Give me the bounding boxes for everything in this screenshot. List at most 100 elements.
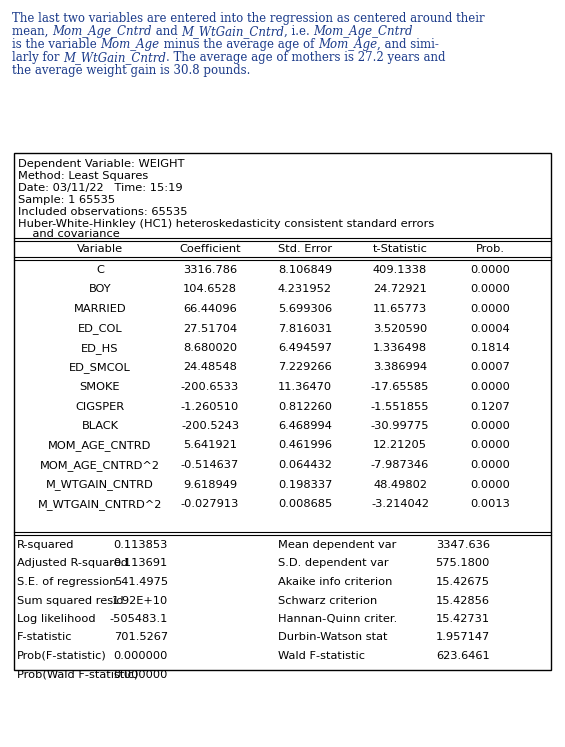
Text: -1.551855: -1.551855 <box>371 401 429 412</box>
Text: 15.42731: 15.42731 <box>436 614 490 624</box>
Text: the average weight gain is 30.8 pounds.: the average weight gain is 30.8 pounds. <box>12 64 250 77</box>
Text: 5.641921: 5.641921 <box>183 441 237 450</box>
Text: -0.514637: -0.514637 <box>181 460 239 470</box>
Text: Prob.: Prob. <box>476 244 505 254</box>
Text: 8.680020: 8.680020 <box>183 343 237 353</box>
Text: and covariance: and covariance <box>18 229 120 239</box>
Text: F-statistic: F-statistic <box>17 633 72 642</box>
Text: Hannan-Quinn criter.: Hannan-Quinn criter. <box>278 614 397 624</box>
Text: C: C <box>96 265 104 275</box>
Text: mean,: mean, <box>12 25 52 38</box>
Text: 24.72921: 24.72921 <box>373 285 427 294</box>
Text: Mom_Age_Cntrd: Mom_Age_Cntrd <box>52 25 151 38</box>
Text: Wald F-statistic: Wald F-statistic <box>278 651 365 661</box>
Text: 0.1207: 0.1207 <box>470 401 510 412</box>
Text: 0.461996: 0.461996 <box>278 441 332 450</box>
Text: Huber-White-Hinkley (HC1) heteroskedasticity consistent standard errors: Huber-White-Hinkley (HC1) heteroskedasti… <box>18 219 434 229</box>
Text: t-Statistic: t-Statistic <box>372 244 428 254</box>
Text: M_WtGain_Cntrd: M_WtGain_Cntrd <box>63 51 166 64</box>
Text: 6.494597: 6.494597 <box>278 343 332 353</box>
Text: 1.957147: 1.957147 <box>436 633 490 642</box>
Text: MOM_AGE_CNTRD^2: MOM_AGE_CNTRD^2 <box>40 460 160 471</box>
Text: and: and <box>151 25 181 38</box>
Text: 0.113691: 0.113691 <box>114 559 168 568</box>
Text: 701.5267: 701.5267 <box>114 633 168 642</box>
Text: 575.1800: 575.1800 <box>436 559 490 568</box>
Text: 1.336498: 1.336498 <box>373 343 427 353</box>
Text: ED_HS: ED_HS <box>81 343 119 354</box>
Text: 0.812260: 0.812260 <box>278 401 332 412</box>
Text: Coefficient: Coefficient <box>179 244 241 254</box>
Text: -505483.1: -505483.1 <box>110 614 168 624</box>
Text: SMOKE: SMOKE <box>80 382 120 392</box>
Text: 0.0000: 0.0000 <box>470 304 510 314</box>
Text: 104.6528: 104.6528 <box>183 285 237 294</box>
Text: 0.113853: 0.113853 <box>114 540 168 550</box>
Text: Schwarz criterion: Schwarz criterion <box>278 595 377 606</box>
Text: M_WtGain_Cntrd: M_WtGain_Cntrd <box>181 25 284 38</box>
Text: 0.0000: 0.0000 <box>470 265 510 275</box>
Text: , and simi-: , and simi- <box>377 38 439 51</box>
Text: 24.48548: 24.48548 <box>183 362 237 373</box>
Text: BLACK: BLACK <box>81 421 119 431</box>
Text: -30.99775: -30.99775 <box>371 421 429 431</box>
Text: 0.0000: 0.0000 <box>470 460 510 470</box>
Text: Method: Least Squares: Method: Least Squares <box>18 171 148 181</box>
Text: minus the average age of: minus the average age of <box>160 38 318 51</box>
Text: 0.000000: 0.000000 <box>114 651 168 661</box>
Text: S.E. of regression: S.E. of regression <box>17 577 116 587</box>
Text: 0.008685: 0.008685 <box>278 499 332 509</box>
Text: -17.65585: -17.65585 <box>371 382 429 392</box>
Text: 11.36470: 11.36470 <box>278 382 332 392</box>
Text: MARRIED: MARRIED <box>73 304 127 314</box>
Text: larly for: larly for <box>12 51 63 64</box>
Text: The last two variables are entered into the regression as centered around their: The last two variables are entered into … <box>12 12 485 25</box>
Text: 0.0000: 0.0000 <box>470 285 510 294</box>
Text: -0.027913: -0.027913 <box>181 499 239 509</box>
Text: is the variable: is the variable <box>12 38 101 51</box>
Text: Akaike info criterion: Akaike info criterion <box>278 577 392 587</box>
Text: Included observations: 65535: Included observations: 65535 <box>18 207 188 217</box>
Text: 1.92E+10: 1.92E+10 <box>112 595 168 606</box>
Text: 9.618949: 9.618949 <box>183 480 237 489</box>
Text: 0.064432: 0.064432 <box>278 460 332 470</box>
Text: 8.106849: 8.106849 <box>278 265 332 275</box>
Text: 0.0000: 0.0000 <box>470 441 510 450</box>
Text: 623.6461: 623.6461 <box>436 651 490 661</box>
Text: M_WTGAIN_CNTRD: M_WTGAIN_CNTRD <box>46 480 154 491</box>
Text: 541.4975: 541.4975 <box>114 577 168 587</box>
Text: 15.42675: 15.42675 <box>436 577 490 587</box>
Text: 409.1338: 409.1338 <box>373 265 427 275</box>
Text: Mom_Age: Mom_Age <box>318 38 377 51</box>
Text: 7.816031: 7.816031 <box>278 323 332 333</box>
Text: BOY: BOY <box>89 285 111 294</box>
Text: MOM_AGE_CNTRD: MOM_AGE_CNTRD <box>49 441 151 451</box>
Text: 3347.636: 3347.636 <box>436 540 490 550</box>
Text: 3316.786: 3316.786 <box>183 265 237 275</box>
Text: 66.44096: 66.44096 <box>183 304 237 314</box>
Text: Std. Error: Std. Error <box>278 244 332 254</box>
Text: 15.42856: 15.42856 <box>436 595 490 606</box>
Text: 0.1814: 0.1814 <box>470 343 510 353</box>
Text: . The average age of mothers is 27.2 years and: . The average age of mothers is 27.2 yea… <box>166 51 446 64</box>
Text: -200.6533: -200.6533 <box>181 382 239 392</box>
Text: 0.0004: 0.0004 <box>470 323 510 333</box>
Text: Sum squared resid: Sum squared resid <box>17 595 124 606</box>
Text: -7.987346: -7.987346 <box>371 460 429 470</box>
Bar <box>14 153 551 670</box>
Text: 4.231952: 4.231952 <box>278 285 332 294</box>
Text: 12.21205: 12.21205 <box>373 441 427 450</box>
Text: 27.51704: 27.51704 <box>183 323 237 333</box>
Text: Variable: Variable <box>77 244 123 254</box>
Text: 0.0000: 0.0000 <box>470 480 510 489</box>
Text: 3.386994: 3.386994 <box>373 362 427 373</box>
Text: Dependent Variable: WEIGHT: Dependent Variable: WEIGHT <box>18 159 185 169</box>
Text: 6.468994: 6.468994 <box>278 421 332 431</box>
Text: 0.0000: 0.0000 <box>470 382 510 392</box>
Text: R-squared: R-squared <box>17 540 75 550</box>
Text: ED_SMCOL: ED_SMCOL <box>69 362 131 374</box>
Text: 0.000000: 0.000000 <box>114 669 168 680</box>
Text: Mean dependent var: Mean dependent var <box>278 540 397 550</box>
Text: 0.198337: 0.198337 <box>278 480 332 489</box>
Text: -3.214042: -3.214042 <box>371 499 429 509</box>
